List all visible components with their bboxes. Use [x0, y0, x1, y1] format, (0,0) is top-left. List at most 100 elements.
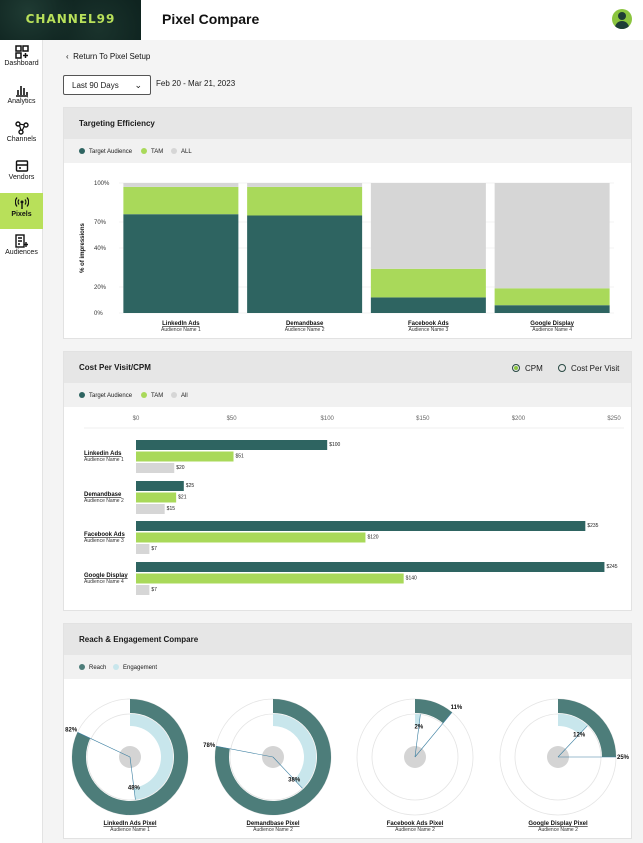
data-label: $245: [606, 564, 617, 570]
bar-target-audience: [494, 305, 610, 313]
data-label: $140: [406, 576, 417, 582]
card-title: Targeting Efficiency: [79, 119, 155, 128]
logo[interactable]: CHANNEL99: [0, 0, 141, 40]
chevron-left-icon: ‹: [66, 52, 69, 61]
chevron-down-icon: ⌄: [134, 80, 142, 90]
data-label: $15: [167, 506, 176, 512]
reach-value-label: 78%: [203, 743, 216, 749]
engagement-arc: [558, 714, 588, 735]
avatar[interactable]: [612, 9, 632, 29]
legend-item-all: All: [171, 392, 188, 399]
toggle-cpm[interactable]: CPM: [512, 364, 543, 373]
bar-all: [123, 183, 239, 187]
category-sublabel: Audience Name 4: [84, 579, 124, 585]
audiences-icon: [14, 234, 28, 248]
targeting-efficiency-card: Targeting Efficiency Target Audience TAM…: [63, 107, 632, 339]
bar-all: [136, 504, 165, 514]
data-label: $235: [587, 523, 598, 529]
bar-all: [136, 585, 150, 595]
category-label: Linkedin Ads: [84, 451, 122, 457]
radio-selected-icon: [512, 364, 520, 372]
x-tick-label: $100: [321, 416, 335, 422]
x-tick-label: $250: [607, 416, 621, 422]
date-range-value: Last 90 Days: [72, 81, 119, 90]
category-label: Google Display: [84, 573, 128, 579]
engagement-value-label: 12%: [573, 732, 586, 738]
category-sublabel: Audience Name 3: [84, 538, 124, 544]
chart-sublabel: Audience Name 2: [253, 827, 293, 833]
x-category-sublabel: Audience Name 2: [285, 327, 325, 333]
data-label: $100: [329, 442, 340, 448]
vendors-icon: [15, 160, 28, 172]
sidebar-item-pixels[interactable]: Pixels: [0, 193, 43, 229]
sidebar-item-label: Vendors: [8, 174, 35, 181]
reach-value-label: 11%: [451, 705, 463, 711]
dashboard-icon: [14, 45, 29, 59]
engagement-leader: [129, 756, 136, 800]
reach-value-label: 25%: [617, 755, 630, 761]
chart-sublabel: Audience Name 1: [110, 827, 150, 833]
chart-label: Google Display Pixel: [528, 821, 588, 827]
sidebar-item-label: Audiences: [5, 249, 38, 256]
engagement-value-label: 2%: [415, 724, 424, 730]
data-label: $25: [186, 483, 195, 489]
reach-arc: [558, 699, 616, 757]
reach-value-label: 82%: [65, 727, 78, 733]
bar-tam: [494, 288, 610, 306]
pixels-icon: [14, 197, 29, 209]
chart-label: Facebook Ads Pixel: [387, 821, 444, 827]
chart-label: LinkedIn Ads Pixel: [103, 821, 156, 827]
analytics-icon: [15, 86, 28, 97]
x-tick-label: $0: [133, 416, 140, 422]
sidebar-item-vendors[interactable]: Vendors: [0, 156, 43, 192]
back-link[interactable]: ‹ Return To Pixel Setup: [66, 52, 150, 61]
category-label: Demandbase: [84, 492, 122, 498]
engagement-value-label: 38%: [288, 778, 301, 784]
radio-icon: [558, 364, 566, 372]
card-title: Reach & Engagement Compare: [79, 635, 199, 644]
toggle-cost-per-visit[interactable]: Cost Per Visit: [558, 364, 619, 373]
data-label: $7: [151, 587, 157, 593]
bar-target-audience: [123, 214, 239, 313]
legend: Target Audience TAM All: [64, 383, 631, 407]
sidebar-item-dashboard[interactable]: Dashboard: [0, 42, 43, 78]
channels-icon: [14, 121, 29, 135]
engagement-arc: [130, 714, 174, 800]
sidebar-item-audiences[interactable]: Audiences: [0, 231, 43, 267]
y-tick-label: 20%: [94, 285, 107, 291]
chart-label: Demandbase Pixel: [246, 821, 299, 827]
sidebar-item-analytics[interactable]: Analytics: [0, 80, 43, 116]
bar-target-audience: [136, 481, 184, 491]
page-title: Pixel Compare: [162, 11, 260, 27]
reach-leader: [414, 712, 453, 758]
bar-all: [494, 183, 610, 289]
engagement-leader: [272, 756, 303, 789]
engagement-leader: [557, 725, 588, 758]
bar-target-audience: [136, 440, 328, 450]
bar-all: [136, 544, 150, 554]
reach-leader: [77, 732, 131, 758]
legend-item-all: ALL: [171, 148, 192, 155]
date-range-select[interactable]: Last 90 Days ⌄: [63, 75, 151, 95]
card-title: Cost Per Visit/CPM: [79, 363, 151, 372]
sidebar-item-channels[interactable]: Channels: [0, 118, 43, 154]
y-tick-label: 70%: [94, 220, 107, 226]
y-tick-label: 40%: [94, 246, 107, 252]
data-label: $51: [236, 454, 245, 460]
top-bar: CHANNEL99 Pixel Compare: [0, 0, 643, 40]
bar-target-audience: [247, 215, 363, 313]
x-category-label: Demandbase: [286, 321, 324, 327]
cost-per-visit-card: Cost Per Visit/CPM CPM Cost Per Visit Ta…: [63, 351, 632, 611]
legend-item-target: Target Audience: [79, 392, 132, 399]
x-tick-label: $200: [512, 416, 526, 422]
sidebar-item-label: Analytics: [7, 98, 36, 105]
bar-tam: [136, 451, 234, 462]
engagement-arc: [273, 714, 316, 789]
bar-tam: [136, 573, 404, 584]
card-header: Targeting Efficiency: [64, 108, 631, 139]
legend-item-engagement: Engagement: [113, 664, 157, 671]
legend: Target Audience TAM ALL: [64, 139, 631, 163]
data-label: $21: [178, 495, 187, 501]
data-label: $7: [151, 546, 157, 552]
